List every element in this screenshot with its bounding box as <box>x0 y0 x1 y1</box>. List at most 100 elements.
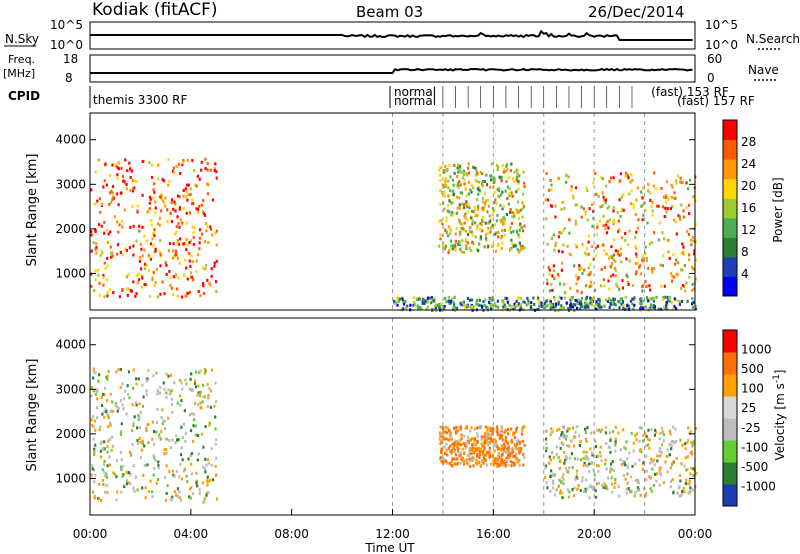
heatmap-cell <box>442 246 445 250</box>
heatmap-cell <box>209 405 212 409</box>
heatmap-cell <box>563 227 566 231</box>
heatmap-cell <box>128 161 131 165</box>
heatmap-cell <box>482 180 485 183</box>
heatmap-cell <box>590 300 594 304</box>
heatmap-cell <box>675 299 678 303</box>
heatmap-cell <box>562 472 565 476</box>
heatmap-cell <box>601 191 604 195</box>
heatmap-cell <box>486 198 490 202</box>
heatmap-cell <box>657 204 660 208</box>
heatmap-cell <box>585 437 588 441</box>
heatmap-cell <box>519 449 522 453</box>
heatmap-cell <box>100 499 103 503</box>
heatmap-cell <box>549 300 552 304</box>
heatmap-cell <box>468 298 471 302</box>
heatmap-cell <box>523 181 526 185</box>
heatmap-cell <box>572 196 575 200</box>
heatmap-cell <box>95 406 99 410</box>
heatmap-cell <box>154 247 157 251</box>
heatmap-cell <box>625 487 628 491</box>
heatmap-cell <box>169 276 172 280</box>
heatmap-cell <box>166 220 169 223</box>
heatmap-cell <box>568 466 571 470</box>
heatmap-cell <box>180 381 183 385</box>
colorbar-swatch <box>723 352 737 375</box>
heatmap-cell <box>189 429 193 433</box>
heatmap-cell <box>445 216 448 220</box>
heatmap-cell <box>92 370 95 374</box>
heatmap-cell <box>96 389 99 393</box>
heatmap-cell <box>563 282 566 286</box>
heatmap-cell <box>198 488 201 492</box>
heatmap-cell <box>158 250 162 254</box>
heatmap-cell <box>618 300 621 304</box>
heatmap-cell <box>612 469 615 472</box>
heatmap-cell <box>176 238 179 242</box>
heatmap-cell <box>517 179 520 183</box>
heatmap-cell <box>644 305 647 309</box>
heatmap-cell <box>550 237 553 240</box>
heatmap-cell <box>624 295 627 299</box>
heatmap-cell <box>173 381 176 385</box>
heatmap-cell <box>606 220 609 224</box>
heatmap-cell <box>609 466 612 470</box>
heatmap-cell <box>578 444 581 447</box>
heatmap-cell <box>511 305 514 309</box>
heatmap-cell <box>588 462 591 466</box>
heatmap-cell <box>566 488 569 492</box>
heatmap-cell <box>513 170 516 174</box>
heatmap-cell <box>562 435 565 439</box>
heatmap-cell <box>128 396 131 400</box>
colorbar-tick-label: 24 <box>741 157 756 171</box>
heatmap-cell <box>215 170 218 174</box>
colorbar-tick-label: 1000 <box>741 343 772 357</box>
heatmap-cell <box>457 163 460 167</box>
heatmap-cell <box>511 211 514 215</box>
heatmap-cell <box>205 263 208 267</box>
heatmap-cell <box>132 424 135 428</box>
heatmap-cell <box>686 455 689 459</box>
heatmap-cell <box>617 229 620 233</box>
heatmap-cell <box>575 245 578 249</box>
heatmap-cell <box>663 215 666 219</box>
heatmap-cell <box>172 256 175 260</box>
heatmap-cell <box>690 440 693 444</box>
heatmap-cell <box>191 198 194 202</box>
heatmap-cell <box>546 242 549 246</box>
heatmap-cell <box>117 407 120 410</box>
heatmap-cell <box>520 246 523 250</box>
heatmap-cell <box>671 274 674 278</box>
heatmap-cell <box>112 471 115 475</box>
heatmap-cell <box>591 487 594 491</box>
freq-strip: Freq. [MHz] 18 8 60 0 Nave <box>3 52 779 85</box>
heatmap-cell <box>484 453 487 457</box>
heatmap-cell <box>117 161 120 165</box>
heatmap-cell <box>190 486 193 490</box>
heatmap-cell <box>132 224 135 228</box>
colorbar-swatch <box>723 330 737 353</box>
heatmap-cell <box>151 437 154 441</box>
heatmap-cell <box>630 490 633 494</box>
heatmap-cell <box>103 179 106 183</box>
heatmap-cell <box>157 177 160 181</box>
heatmap-cell <box>617 484 620 488</box>
heatmap-cell <box>169 446 173 450</box>
heatmap-cell <box>114 403 117 407</box>
heatmap-cell <box>486 428 489 432</box>
heatmap-cell <box>109 245 112 249</box>
heatmap-cell <box>450 213 453 217</box>
heatmap-cell <box>129 450 132 454</box>
heatmap-cell <box>670 301 673 305</box>
heatmap-cell <box>146 239 149 243</box>
heatmap-cell <box>501 207 504 211</box>
heatmap-cell <box>110 448 113 452</box>
station-title: Kodiak (fitACF) <box>92 0 218 20</box>
heatmap-cell <box>152 473 155 477</box>
heatmap-cell <box>658 447 662 450</box>
heatmap-cell <box>481 459 484 463</box>
heatmap-cell <box>674 427 677 431</box>
heatmap-cell <box>200 203 203 207</box>
heatmap-cell <box>496 430 499 434</box>
heatmap-cell <box>189 413 192 417</box>
heatmap-cell <box>172 473 175 477</box>
